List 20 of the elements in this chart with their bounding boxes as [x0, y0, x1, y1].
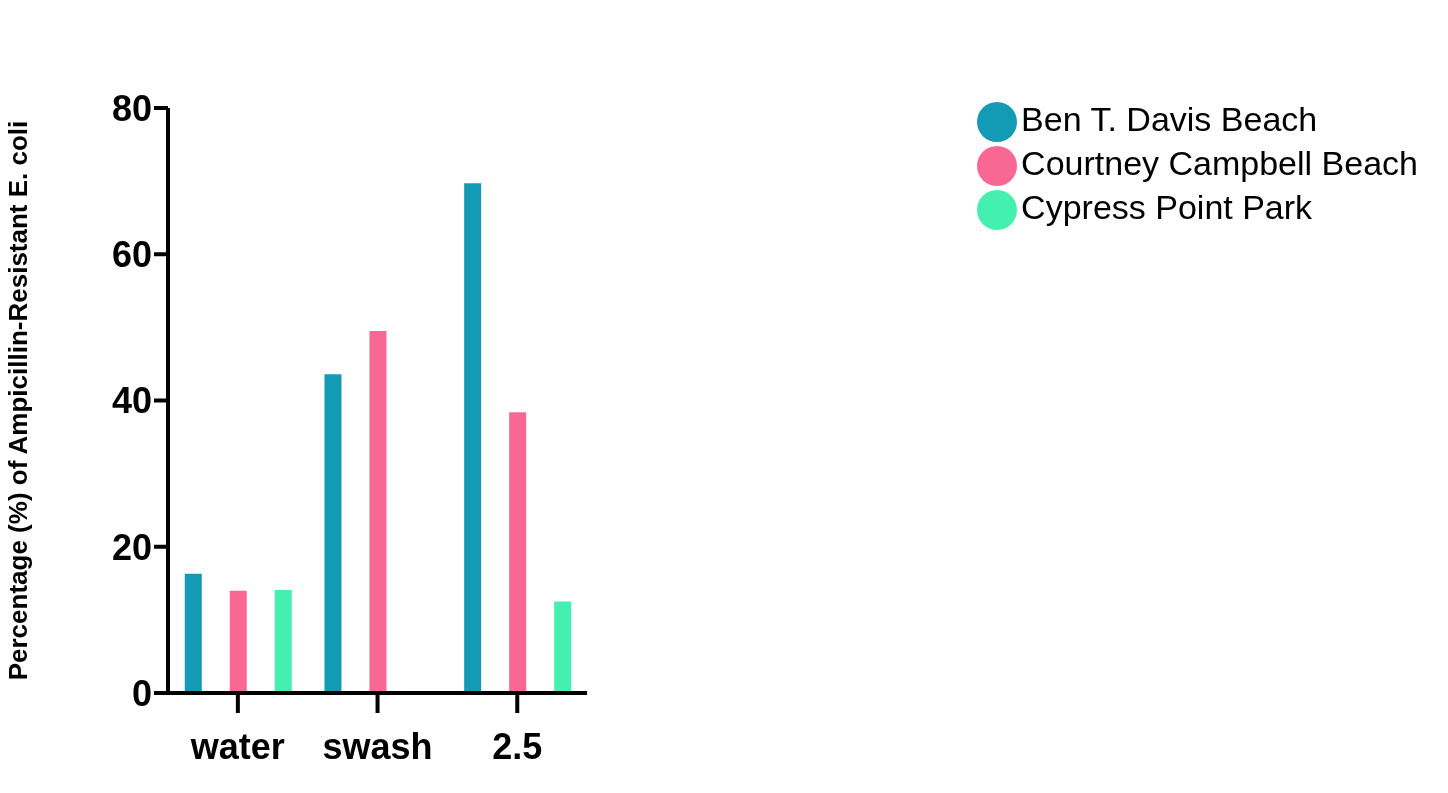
y-tick-label: 40: [111, 380, 152, 422]
legend-label: Ben T. Davis Beach: [1021, 100, 1318, 138]
legend-label: Courtney Campbell Beach: [1021, 144, 1418, 183]
bar: [229, 590, 247, 693]
y-tick-label: 80: [111, 87, 152, 129]
bar: [554, 601, 572, 693]
y-tick-label: 60: [111, 234, 152, 276]
y-tick-label: 20: [111, 526, 152, 568]
y-tick-label: 0: [131, 672, 152, 714]
x-tick-label: 2.5: [492, 725, 543, 767]
x-tick-label: swash: [322, 725, 433, 767]
y-axis-title: Percentage (%) of Ampicillin-Resistant E. coli: [3, 120, 34, 681]
bar: [464, 183, 482, 693]
bar: [369, 331, 387, 693]
bar: [274, 589, 292, 693]
bar: [324, 374, 342, 693]
bar: [509, 412, 527, 693]
legend-label: Cypress Point Park: [1021, 188, 1313, 227]
x-tick-label: water: [189, 725, 285, 767]
bar: [184, 573, 202, 693]
